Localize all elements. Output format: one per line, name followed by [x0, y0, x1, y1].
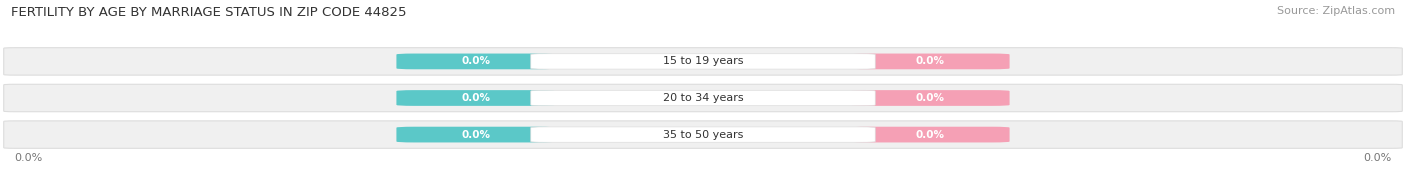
Text: 15 to 19 years: 15 to 19 years: [662, 56, 744, 66]
Text: 0.0%: 0.0%: [14, 153, 42, 163]
FancyBboxPatch shape: [4, 121, 1402, 148]
Text: 0.0%: 0.0%: [461, 93, 491, 103]
FancyBboxPatch shape: [851, 54, 1010, 69]
FancyBboxPatch shape: [851, 127, 1010, 142]
Text: 0.0%: 0.0%: [461, 130, 491, 140]
Text: 0.0%: 0.0%: [461, 56, 491, 66]
Text: 0.0%: 0.0%: [915, 130, 945, 140]
Text: 20 to 34 years: 20 to 34 years: [662, 93, 744, 103]
FancyBboxPatch shape: [4, 84, 1402, 112]
FancyBboxPatch shape: [531, 54, 875, 69]
Text: FERTILITY BY AGE BY MARRIAGE STATUS IN ZIP CODE 44825: FERTILITY BY AGE BY MARRIAGE STATUS IN Z…: [11, 6, 406, 19]
Text: 0.0%: 0.0%: [915, 56, 945, 66]
FancyBboxPatch shape: [396, 127, 555, 142]
FancyBboxPatch shape: [531, 90, 875, 106]
Text: 0.0%: 0.0%: [1364, 153, 1392, 163]
FancyBboxPatch shape: [4, 48, 1402, 75]
Text: 35 to 50 years: 35 to 50 years: [662, 130, 744, 140]
FancyBboxPatch shape: [851, 90, 1010, 106]
Text: Source: ZipAtlas.com: Source: ZipAtlas.com: [1277, 6, 1395, 16]
FancyBboxPatch shape: [396, 90, 555, 106]
FancyBboxPatch shape: [396, 54, 555, 69]
Text: 0.0%: 0.0%: [915, 93, 945, 103]
FancyBboxPatch shape: [531, 127, 875, 142]
